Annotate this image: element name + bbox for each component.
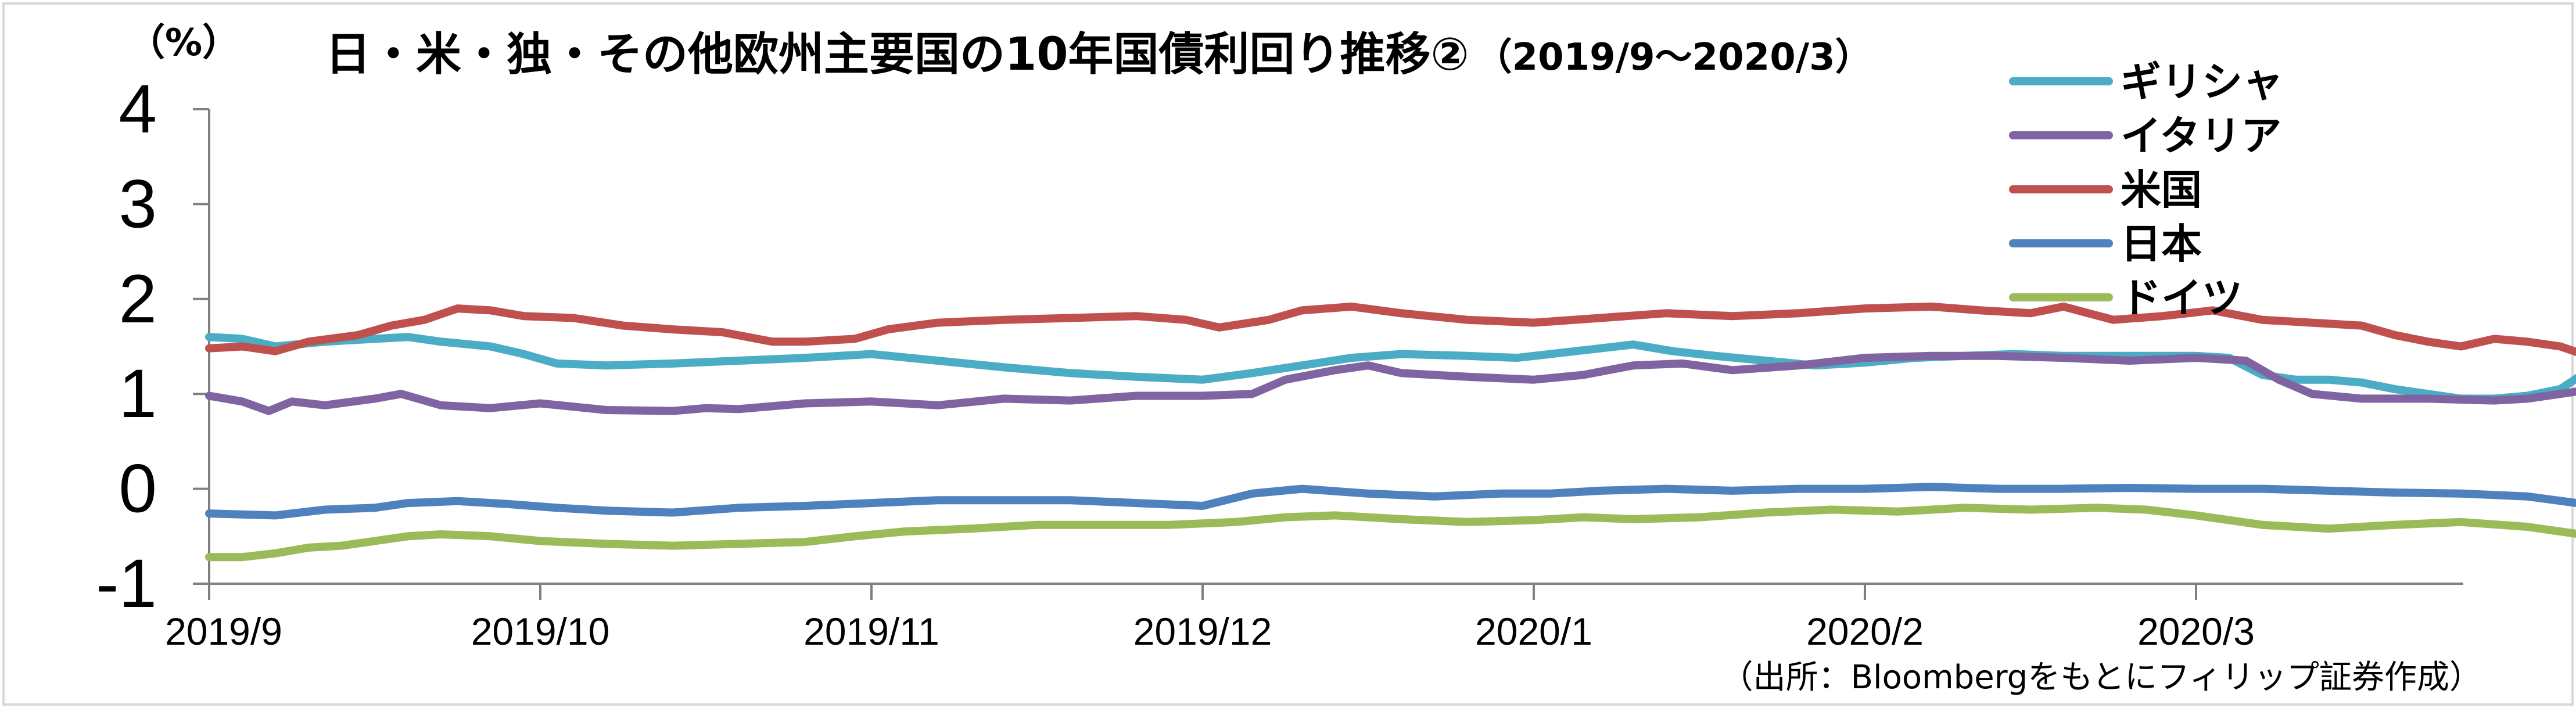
x-tick-label: 2019/9 — [165, 610, 282, 653]
svg-text:日・米・独・その他欧州主要国の10年国債利回り推移②（201: 日・米・独・その他欧州主要国の10年国債利回り推移② （2019/9～2020/3… — [325, 28, 1872, 81]
x-axis: 2019/9 2019/10 2019/11 2019/12 2020/1 2020/2 2… — [165, 583, 2463, 653]
y-tick-label: -1 — [96, 545, 157, 622]
x-tick-label: 2019/11 — [803, 610, 939, 653]
x-tick-label: 2020/3 — [2137, 610, 2255, 653]
source-note: （出所：Bloombergをもとにフィリップ証券作成） — [1721, 659, 2482, 696]
series-line — [205, 302, 2576, 357]
y-tick-label: 2 — [119, 261, 157, 337]
y-tick-label: 3 — [119, 166, 157, 242]
y-tick-label: 4 — [119, 71, 157, 148]
chart-subtitle: （2019/9～2020/3） — [1475, 36, 1872, 79]
series-line — [205, 351, 2576, 415]
legend-label: 日本 — [2121, 220, 2202, 268]
y-tick-label: 1 — [119, 355, 157, 432]
x-tick-label: 2020/1 — [1475, 610, 1592, 653]
unit-label: （%） — [128, 21, 239, 64]
x-tick-label: 2020/2 — [1806, 610, 1924, 653]
chart-title: 日・米・独・その他欧州主要国の10年国債利回り推移② — [325, 28, 1469, 81]
x-tick-label: 2019/10 — [471, 610, 610, 653]
series-layer — [205, 302, 2576, 562]
y-tick-label: 0 — [119, 451, 157, 527]
legend-label: ドイツ — [2121, 274, 2243, 322]
x-tick-label: 2019/12 — [1133, 610, 1272, 653]
series-line — [205, 483, 2576, 520]
legend-label: 米国 — [2121, 166, 2202, 214]
legend-label: ギリシャ — [2121, 58, 2283, 106]
y-axis: 4 3 2 1 0 -1 — [96, 71, 210, 622]
series-line — [205, 504, 2576, 562]
legend-label: イタリア — [2121, 112, 2281, 160]
